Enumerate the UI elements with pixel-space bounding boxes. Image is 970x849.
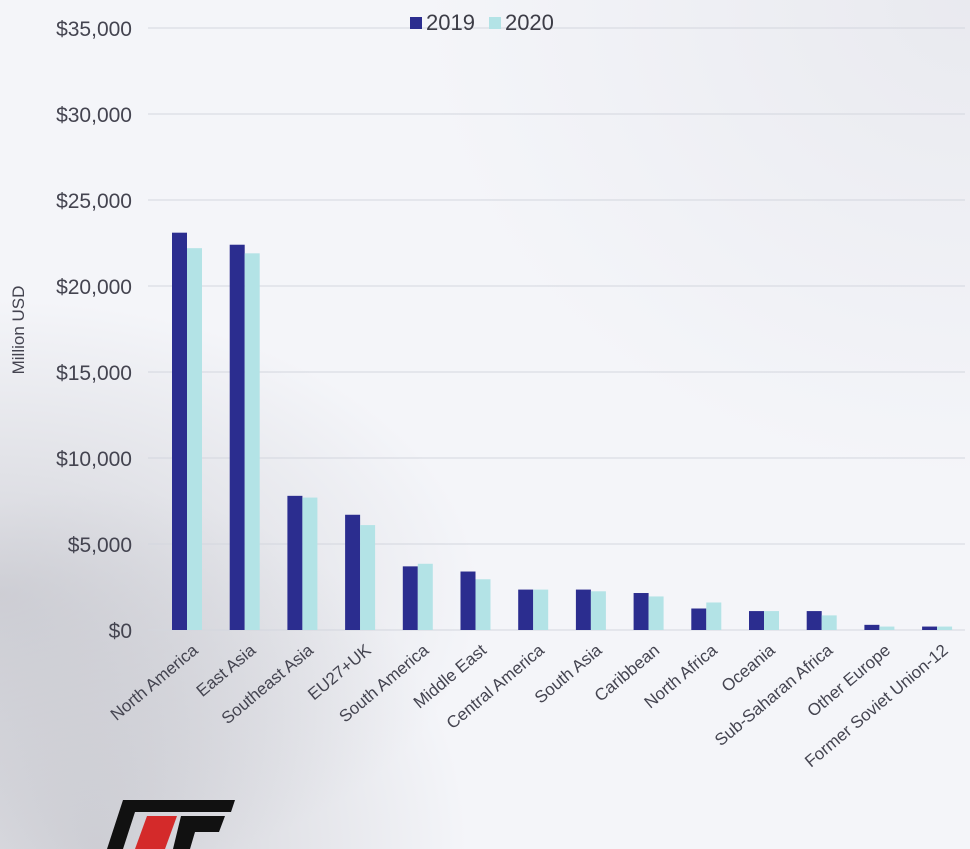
bar-2020 [590, 591, 606, 630]
legend-swatch-2019 [410, 17, 422, 29]
bar-2019 [575, 589, 591, 630]
bar-2020 [302, 497, 318, 630]
x-tick-label: Central America [443, 640, 548, 733]
bars [172, 232, 953, 630]
bar-2020 [417, 563, 433, 630]
bar-2020 [821, 615, 837, 630]
bar-2019 [345, 514, 361, 630]
y-tick-label: $25,000 [56, 190, 132, 213]
legend-item-2019: 2019 [410, 10, 475, 36]
legend-label-2020: 2020 [504, 10, 554, 35]
bar-2020 [706, 602, 722, 630]
bar-2019 [633, 593, 649, 630]
bar-2020 [475, 579, 491, 630]
bar-2019 [518, 589, 534, 630]
bar-2020 [360, 525, 376, 630]
bar-2019 [402, 566, 418, 630]
bar-2020 [648, 596, 664, 630]
bar-2019 [749, 611, 764, 630]
legend-item-2020: 2020 [488, 10, 554, 36]
x-tick-label: North America [107, 640, 202, 724]
legend-label-2019: 2019 [426, 10, 475, 35]
legend-swatch-2020 [488, 17, 501, 29]
bar-2020 [764, 611, 779, 630]
bar-2019 [287, 495, 303, 630]
y-tick-label: $0 [109, 620, 132, 643]
bar-2019 [864, 624, 880, 630]
bar-2020 [533, 589, 549, 630]
bar-2019 [922, 626, 938, 630]
bar-2019 [691, 608, 707, 630]
bar-2020 [937, 626, 953, 630]
y-tick-label: $10,000 [56, 448, 132, 471]
bar-2019 [460, 571, 476, 630]
bar-2020 [244, 253, 260, 630]
bar-2020 [187, 248, 202, 630]
y-axis-ticks: $0 $5,000 $10,000 $15,000 $20,000 $25,000 $30,… [56, 18, 132, 643]
y-tick-label: $15,000 [56, 362, 132, 385]
bar-2019 [229, 244, 245, 630]
y-tick-label: $35,000 [56, 18, 132, 41]
bar-2020 [879, 626, 895, 630]
y-axis-label: Million USD [9, 286, 28, 375]
logo [107, 800, 235, 849]
y-tick-label: $20,000 [56, 276, 132, 299]
legend: 2019 2020 [410, 10, 554, 36]
y-tick-label: $5,000 [68, 534, 132, 557]
bar-2019 [172, 232, 187, 630]
gridlines [148, 27, 965, 631]
bar-2019 [806, 611, 822, 630]
y-tick-label: $30,000 [56, 104, 132, 127]
